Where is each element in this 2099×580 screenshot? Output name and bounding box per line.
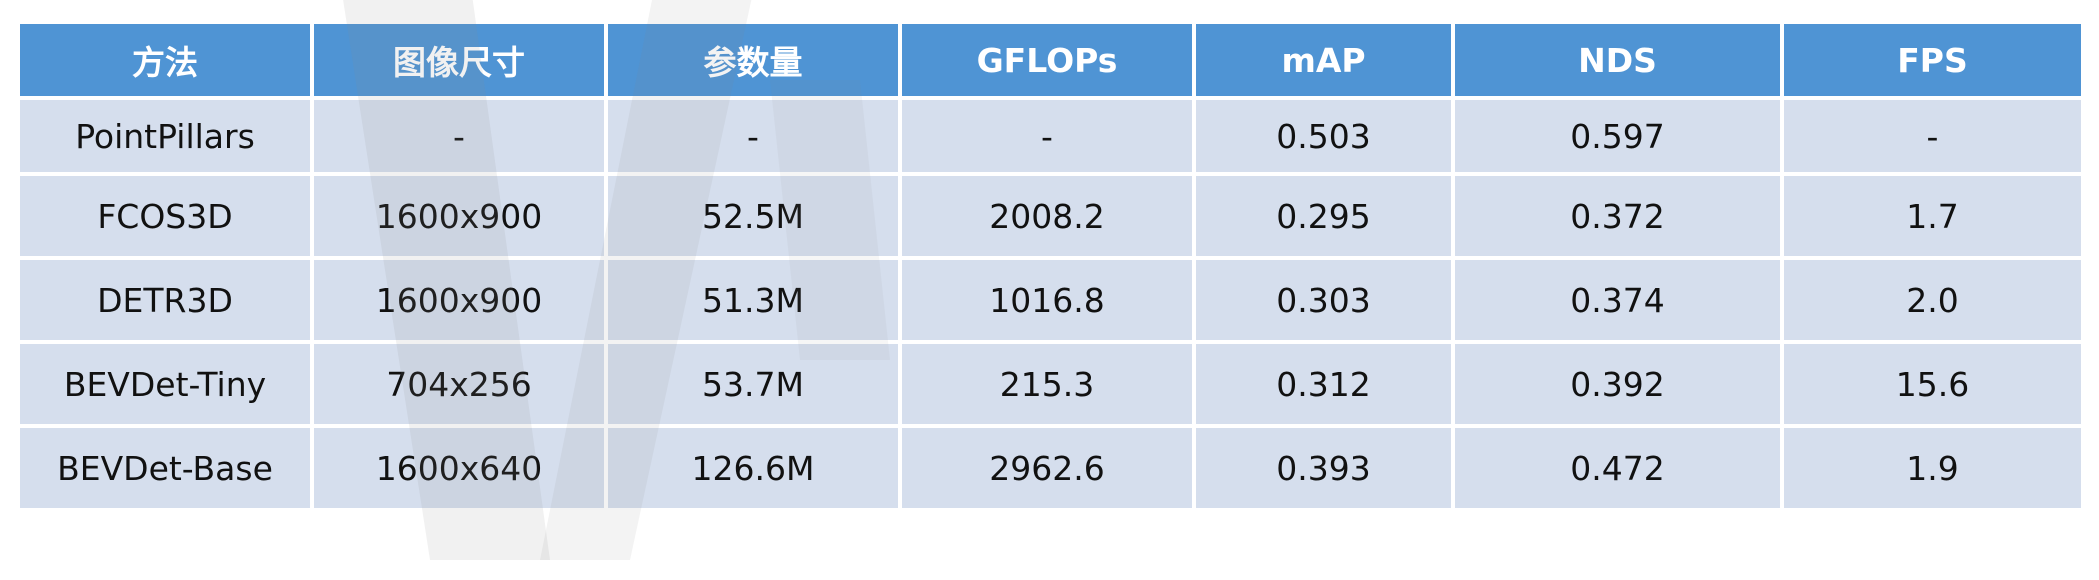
cell-fps: 1.7 bbox=[1784, 176, 2081, 256]
table-row: BEVDet-Tiny 704x256 53.7M 215.3 0.312 0.… bbox=[20, 344, 2081, 424]
cell-map: 0.312 bbox=[1196, 344, 1451, 424]
cell-method: PointPillars bbox=[20, 100, 310, 172]
cell-params: 51.3M bbox=[608, 260, 898, 340]
header-fps: FPS bbox=[1784, 24, 2081, 96]
cell-map: 0.295 bbox=[1196, 176, 1451, 256]
cell-gflops: 2962.6 bbox=[902, 428, 1192, 508]
header-row: 方法 图像尺寸 参数量 GFLOPs mAP NDS FPS bbox=[20, 24, 2081, 96]
cell-nds: 0.372 bbox=[1455, 176, 1780, 256]
cell-map: 0.503 bbox=[1196, 100, 1451, 172]
cell-method: BEVDet-Tiny bbox=[20, 344, 310, 424]
cell-image-size: 1600x900 bbox=[314, 260, 604, 340]
cell-method: BEVDet-Base bbox=[20, 428, 310, 508]
cell-image-size: 1600x900 bbox=[314, 176, 604, 256]
table-header: 方法 图像尺寸 参数量 GFLOPs mAP NDS FPS bbox=[20, 24, 2081, 96]
cell-gflops: - bbox=[902, 100, 1192, 172]
cell-params: 126.6M bbox=[608, 428, 898, 508]
cell-image-size: - bbox=[314, 100, 604, 172]
cell-fps: 2.0 bbox=[1784, 260, 2081, 340]
cell-gflops: 1016.8 bbox=[902, 260, 1192, 340]
cell-method: FCOS3D bbox=[20, 176, 310, 256]
table-body: PointPillars - - - 0.503 0.597 - FCOS3D … bbox=[20, 100, 2081, 508]
table-row: BEVDet-Base 1600x640 126.6M 2962.6 0.393… bbox=[20, 428, 2081, 508]
cell-map: 0.393 bbox=[1196, 428, 1451, 508]
cell-gflops: 2008.2 bbox=[902, 176, 1192, 256]
header-nds: NDS bbox=[1455, 24, 1780, 96]
header-params: 参数量 bbox=[608, 24, 898, 96]
cell-params: 52.5M bbox=[608, 176, 898, 256]
header-gflops: GFLOPs bbox=[902, 24, 1192, 96]
cell-params: - bbox=[608, 100, 898, 172]
cell-params: 53.7M bbox=[608, 344, 898, 424]
cell-fps: 1.9 bbox=[1784, 428, 2081, 508]
cell-image-size: 704x256 bbox=[314, 344, 604, 424]
table-row: DETR3D 1600x900 51.3M 1016.8 0.303 0.374… bbox=[20, 260, 2081, 340]
cell-image-size: 1600x640 bbox=[314, 428, 604, 508]
cell-fps: 15.6 bbox=[1784, 344, 2081, 424]
header-map: mAP bbox=[1196, 24, 1451, 96]
header-method: 方法 bbox=[20, 24, 310, 96]
cell-fps: - bbox=[1784, 100, 2081, 172]
table-row: FCOS3D 1600x900 52.5M 2008.2 0.295 0.372… bbox=[20, 176, 2081, 256]
header-image-size: 图像尺寸 bbox=[314, 24, 604, 96]
cell-nds: 0.472 bbox=[1455, 428, 1780, 508]
cell-nds: 0.597 bbox=[1455, 100, 1780, 172]
cell-method: DETR3D bbox=[20, 260, 310, 340]
cell-nds: 0.374 bbox=[1455, 260, 1780, 340]
cell-nds: 0.392 bbox=[1455, 344, 1780, 424]
cell-map: 0.303 bbox=[1196, 260, 1451, 340]
cell-gflops: 215.3 bbox=[902, 344, 1192, 424]
comparison-table: 方法 图像尺寸 参数量 GFLOPs mAP NDS FPS PointPill… bbox=[16, 20, 2085, 512]
table-row: PointPillars - - - 0.503 0.597 - bbox=[20, 100, 2081, 172]
